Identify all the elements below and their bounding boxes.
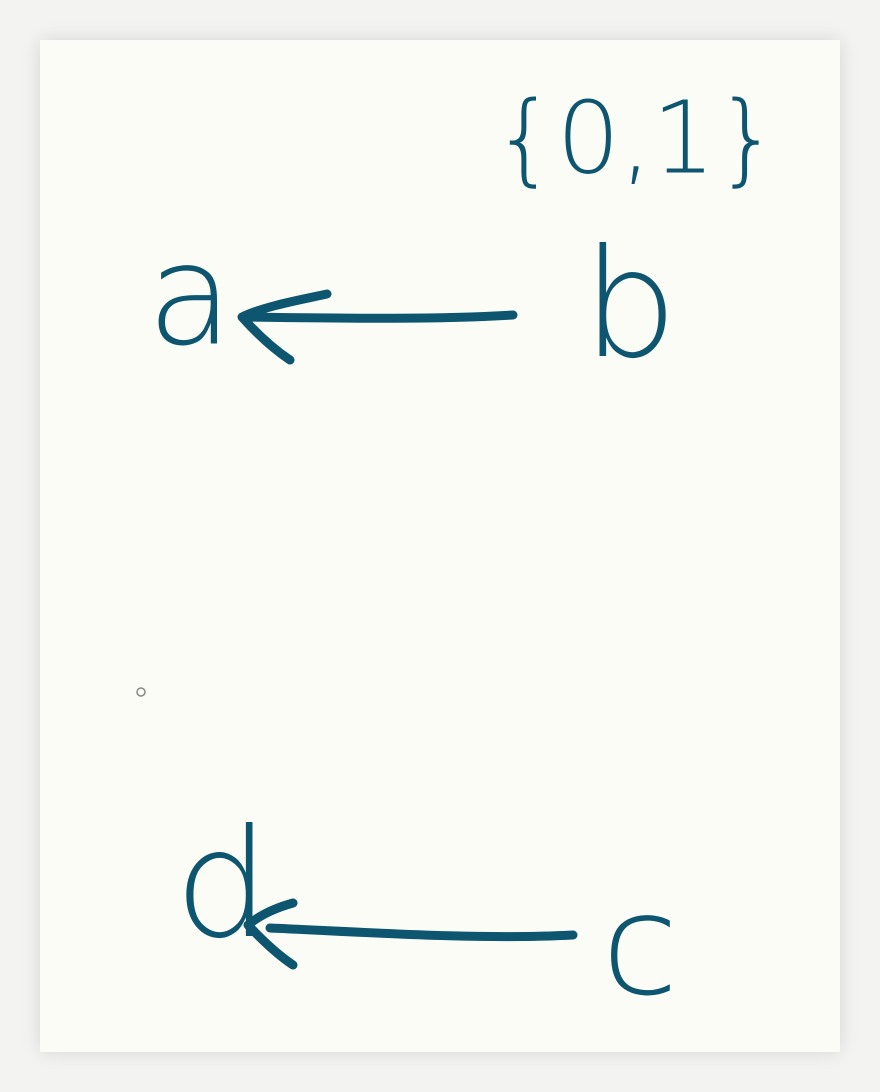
node-label: c	[602, 865, 679, 1028]
note-paper	[40, 40, 840, 1052]
node-label: d	[174, 798, 269, 972]
arrow	[237, 289, 518, 365]
arrow	[243, 898, 578, 970]
cursor-dot	[136, 687, 146, 697]
node-label: b	[582, 218, 677, 392]
annotation: {0,1}	[493, 79, 779, 196]
node-label: a	[147, 215, 233, 378]
